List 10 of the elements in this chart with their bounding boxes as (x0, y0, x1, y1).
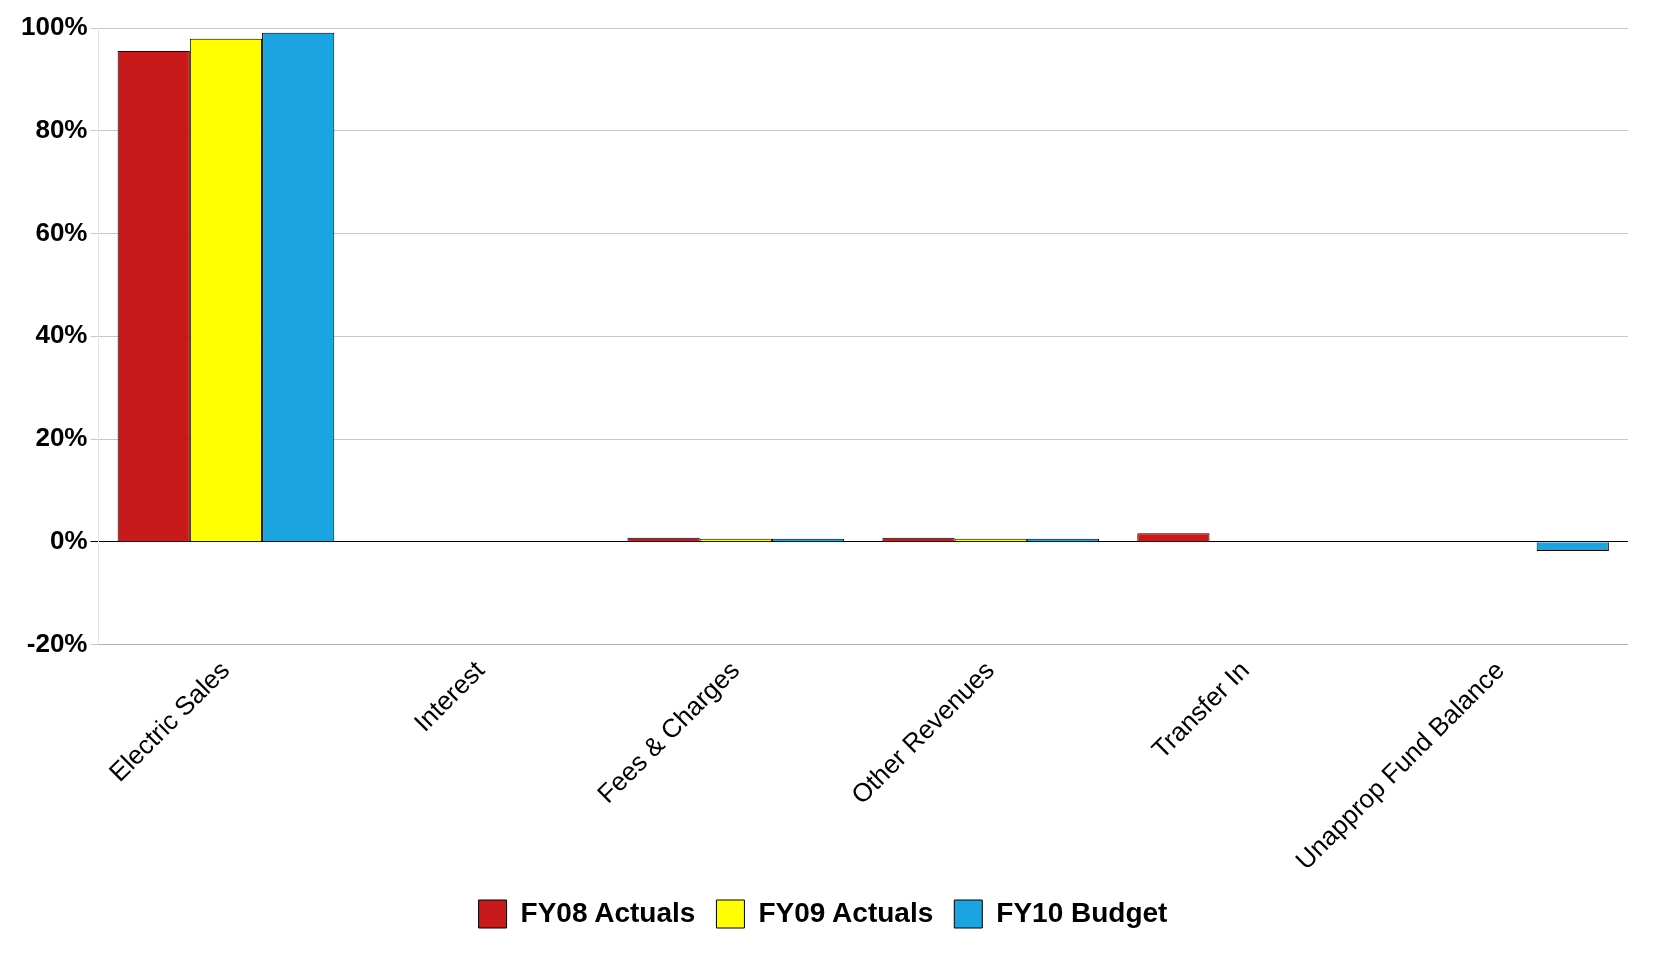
y-tick-label: 40% (35, 319, 88, 350)
y-tick-label: -20% (26, 627, 88, 658)
y-tick-label: 20% (35, 422, 88, 453)
legend-label: FY08 Actuals (520, 896, 696, 928)
legend-label: FY09 Actuals (758, 896, 934, 928)
y-tick-label: 0% (49, 525, 88, 556)
legend-label: FY10 Budget (996, 896, 1168, 928)
y-tick-label: 80% (35, 113, 88, 144)
y-tick-label: 100% (21, 11, 88, 42)
y-tick-label: 60% (35, 216, 88, 247)
